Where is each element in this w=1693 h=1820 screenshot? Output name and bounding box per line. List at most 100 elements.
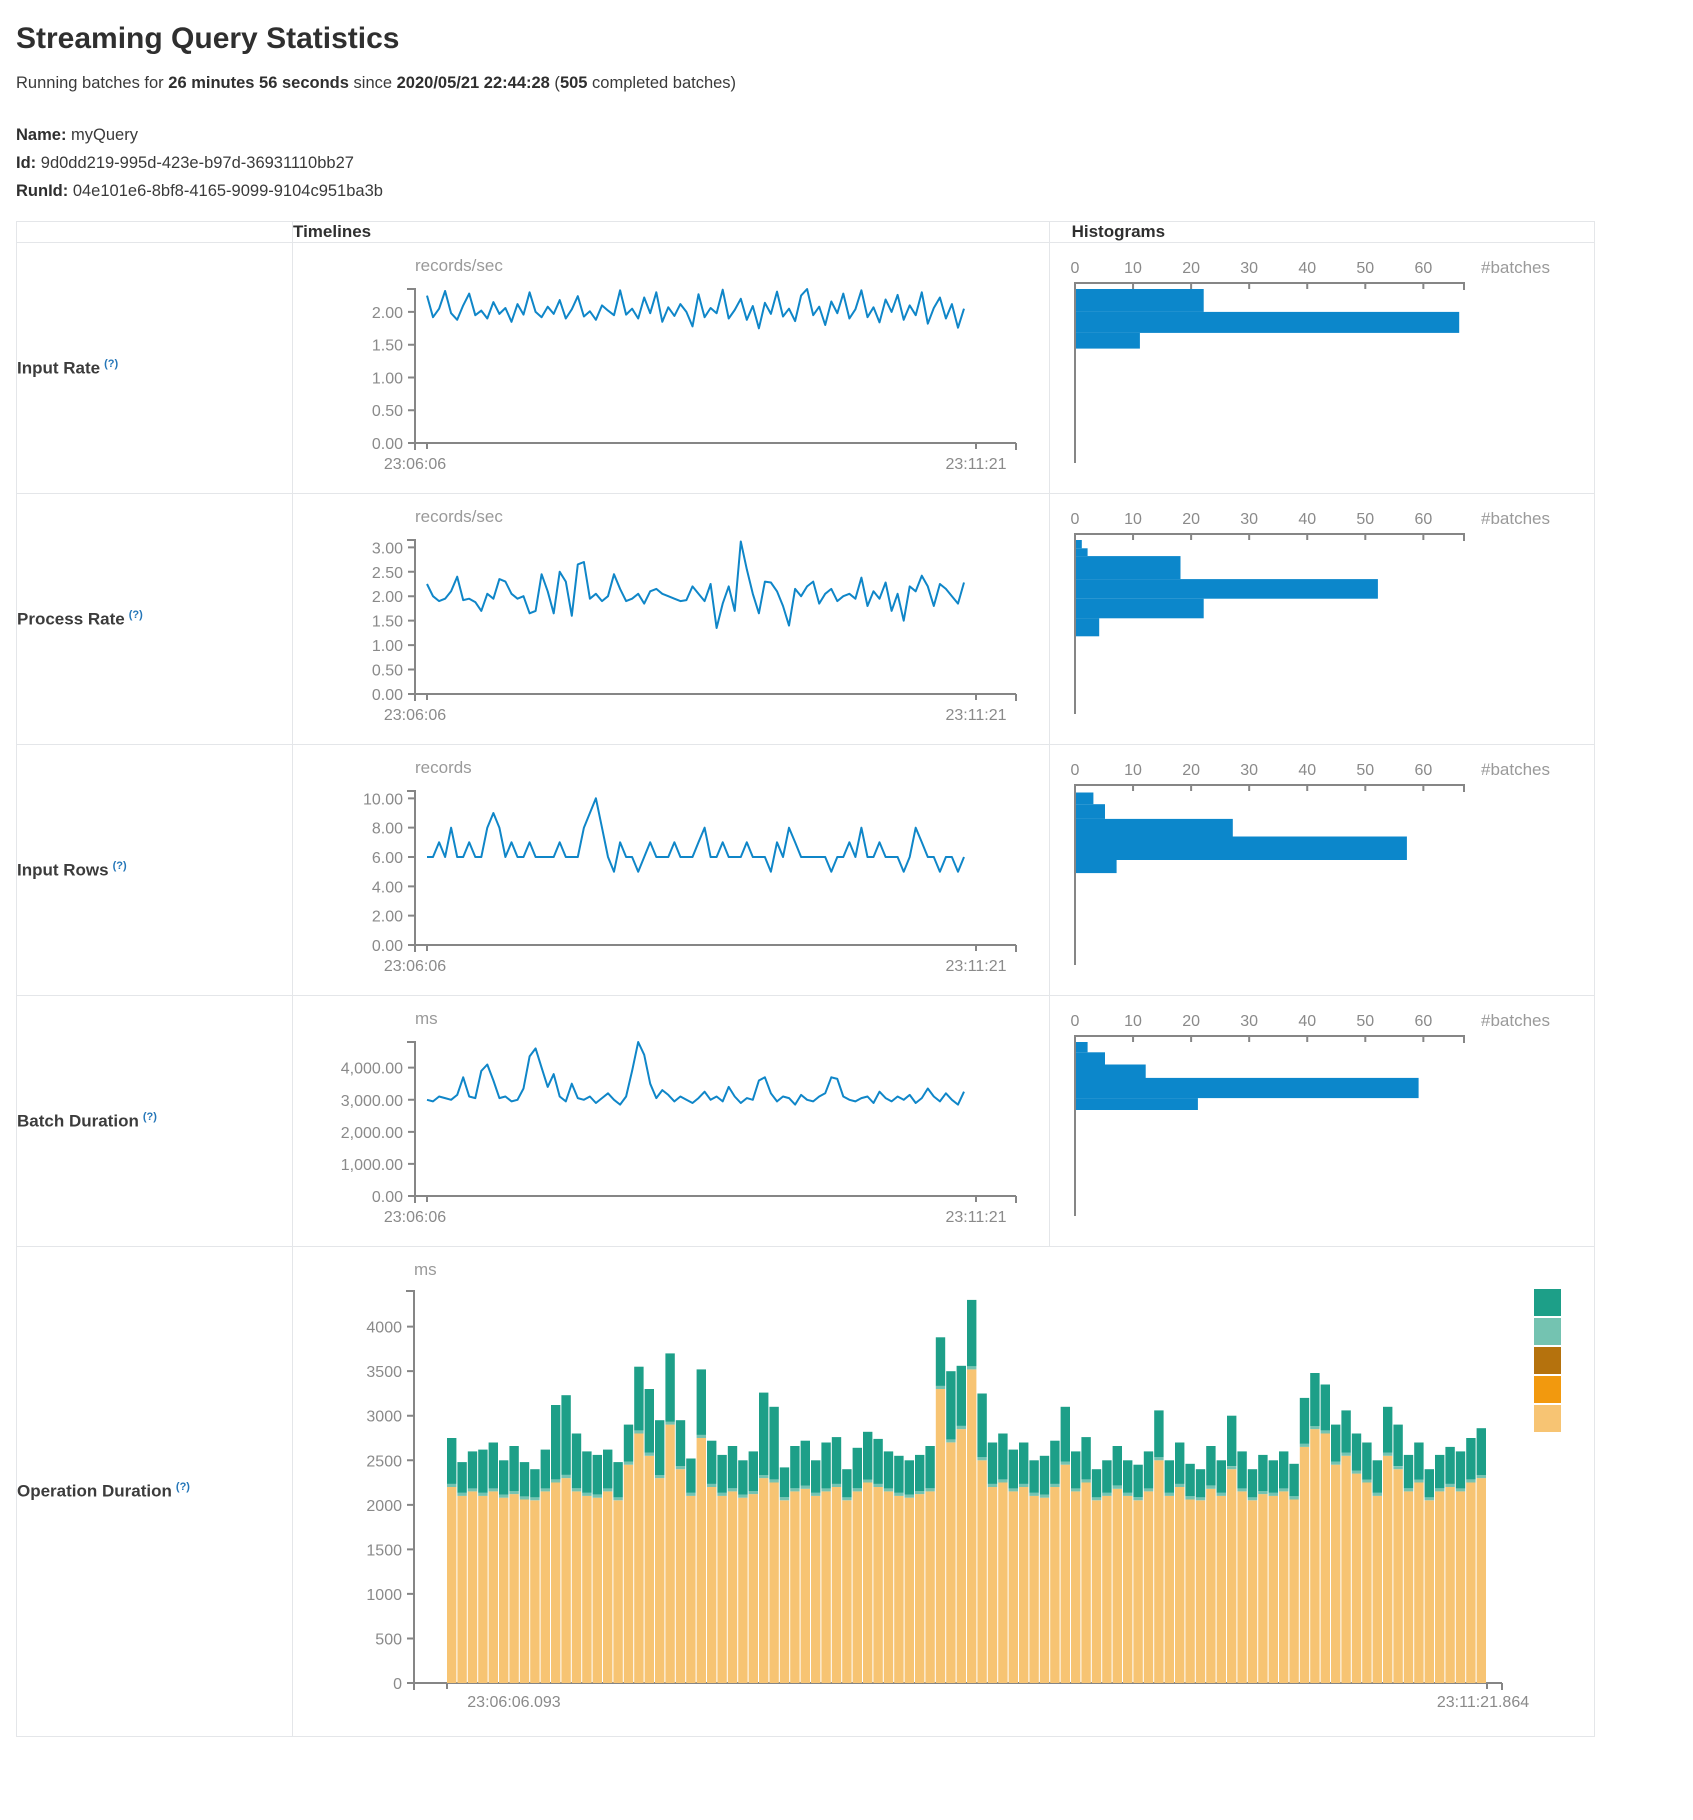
chart-text: 60 — [1414, 260, 1432, 277]
chart-text: 0 — [1070, 511, 1079, 528]
stacked-bar-top-segment — [1320, 1384, 1330, 1431]
stacked-bar-bottom-segment — [686, 1495, 696, 1683]
stacked-bar-bottom-segment — [1143, 1491, 1154, 1683]
stacked-bar-mid-segment — [613, 1497, 623, 1501]
stacked-bar-bottom-segment — [499, 1497, 509, 1683]
stacked-bar-mid-segment — [1341, 1452, 1351, 1456]
stacked-bar-bottom-segment — [1341, 1455, 1351, 1683]
chart-text: 30 — [1240, 260, 1258, 277]
stacked-bar-mid-segment — [592, 1494, 602, 1498]
stacked-bar-bottom-segment — [1227, 1469, 1237, 1683]
stacked-bar-top-segment — [1341, 1410, 1351, 1453]
stacked-bar-mid-segment — [1133, 1497, 1143, 1501]
chart-text: 4000 — [366, 1320, 402, 1337]
stacked-bar-mid-segment — [1185, 1496, 1195, 1500]
stacked-bar-mid-segment — [1247, 1497, 1258, 1501]
legend-swatch — [1534, 1318, 1561, 1345]
start-time: 2020/05/21 22:44:28 — [396, 74, 550, 92]
chart-text: 2.00 — [372, 305, 403, 322]
stacked-bar-top-segment — [1289, 1463, 1299, 1497]
stacked-bar-bottom-segment — [696, 1438, 706, 1683]
stacked-bar-mid-segment — [1466, 1479, 1476, 1483]
stacked-bar-top-segment — [571, 1433, 582, 1489]
stacked-bar-mid-segment — [551, 1479, 561, 1483]
stacked-bar-mid-segment — [852, 1488, 862, 1492]
stacked-bar-top-segment — [1195, 1469, 1206, 1498]
batches-suffix: completed batches) — [587, 74, 737, 92]
stacked-bar-mid-segment — [1039, 1494, 1050, 1498]
stacked-bar-bottom-segment — [530, 1500, 540, 1683]
input-rows-help-icon[interactable]: (?) — [112, 859, 127, 872]
stacked-bar-top-segment — [1091, 1469, 1102, 1498]
axis — [407, 539, 1017, 701]
stacked-bar-bottom-segment — [811, 1495, 821, 1683]
process-rate-help-icon[interactable]: (?) — [128, 608, 143, 621]
legend-swatch — [1534, 1347, 1561, 1374]
stacked-bar-top-segment — [655, 1420, 665, 1475]
chart-text: 0 — [1070, 762, 1079, 779]
stacked-bar-mid-segment — [519, 1496, 530, 1500]
stacked-bar-bottom-segment — [1320, 1433, 1330, 1683]
stacked-bar-bottom-segment — [821, 1491, 831, 1683]
stacked-bar-top-segment — [717, 1454, 727, 1493]
stacked-bar-mid-segment — [478, 1492, 488, 1496]
stacked-bar-bottom-segment — [998, 1482, 1008, 1683]
histogram-bar — [1075, 1042, 1088, 1053]
stacked-bar-top-segment — [1060, 1406, 1070, 1462]
stacked-bar-top-segment — [967, 1299, 977, 1367]
stacked-bar-bottom-segment — [1279, 1491, 1289, 1683]
chart-text: 3000 — [366, 1409, 402, 1426]
histogram-bar — [1075, 836, 1407, 860]
chart-text: 30 — [1240, 511, 1258, 528]
stacked-bar-bottom-segment — [717, 1495, 727, 1683]
stacked-bar-top-segment — [956, 1365, 966, 1426]
stacked-bar-top-segment — [915, 1454, 925, 1491]
stacked-bar-top-segment — [1164, 1460, 1174, 1493]
chart-text: 0.00 — [372, 1189, 403, 1206]
axis — [407, 1041, 1017, 1203]
row-label-input-rate: Input Rate (?) — [16, 242, 293, 494]
chart-text: 0.00 — [372, 436, 403, 453]
stacked-bar-bottom-segment — [831, 1487, 842, 1683]
stacked-bar-bottom-segment — [1372, 1495, 1382, 1683]
stacked-bar-top-segment — [644, 1389, 654, 1453]
stacked-bar-mid-segment — [842, 1497, 852, 1501]
stacked-bar-top-segment — [883, 1451, 894, 1489]
chart-text: 23:06:06.093 — [467, 1694, 561, 1711]
query-id-line: Id: 9d0dd219-995d-423e-b97d-36931110bb27 — [16, 149, 1693, 177]
batch-duration-help-icon[interactable]: (?) — [142, 1110, 157, 1123]
histogram-bar — [1075, 818, 1233, 837]
operation-duration-help-icon[interactable]: (?) — [175, 1481, 190, 1494]
histogram-bar — [1075, 579, 1378, 599]
stacked-bar-top-segment — [1279, 1451, 1289, 1489]
stacked-bar-top-segment — [561, 1395, 571, 1475]
chart-text: 1.00 — [372, 638, 403, 655]
stats-table: Timelines Histograms Input Rate (?) recor… — [16, 221, 1596, 1737]
axis — [1073, 282, 1465, 463]
chart-text: 60 — [1414, 762, 1432, 779]
batch-duration-timeline-chart: ms 0.00 1,000.00 2,000.00 3,000.00 4,000.00 23… — [341, 1009, 1017, 1226]
stacked-bar-bottom-segment — [551, 1482, 561, 1683]
histogram-bar — [1075, 289, 1204, 312]
stacked-bar-bottom-segment — [1299, 1446, 1310, 1683]
stacked-bar-top-segment — [1383, 1406, 1393, 1453]
stacked-bar-bottom-segment — [1164, 1495, 1174, 1683]
stacked-bar-bottom-segment — [915, 1494, 925, 1683]
stacked-bar-mid-segment — [1112, 1485, 1122, 1489]
stacked-bar-top-segment — [1050, 1440, 1060, 1484]
stacked-bar-mid-segment — [967, 1366, 977, 1370]
stacked-bar-mid-segment — [499, 1494, 509, 1498]
chart-text: 3.00 — [372, 540, 403, 557]
chart-text: 10 — [1124, 762, 1142, 779]
stacked-bar-bottom-segment — [447, 1487, 457, 1683]
stacked-bar-top-segment — [1310, 1373, 1320, 1426]
input-rate-help-icon[interactable]: (?) — [104, 357, 119, 370]
stacked-bar-bottom-segment — [1455, 1491, 1466, 1683]
chart-text: 30 — [1240, 1013, 1258, 1030]
stacked-bar-mid-segment — [634, 1430, 644, 1434]
stacked-bar-mid-segment — [655, 1475, 665, 1479]
stacked-bar-mid-segment — [956, 1426, 966, 1430]
stacked-bar-bottom-segment — [1289, 1499, 1299, 1683]
stacked-bar-top-segment — [1102, 1460, 1112, 1493]
stacked-bar-top-segment — [1227, 1415, 1237, 1466]
